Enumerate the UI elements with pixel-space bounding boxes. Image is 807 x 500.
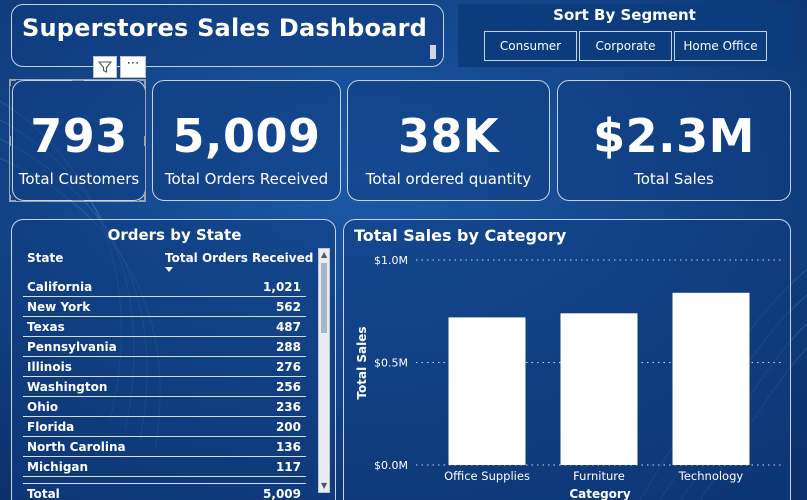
orders-cell: 487 [275, 320, 301, 334]
title-scrollbar[interactable] [430, 45, 436, 59]
kpi-total-customers[interactable]: 793 Total Customers [12, 80, 146, 201]
sort-descending-icon[interactable] [165, 267, 173, 272]
orders-cell: 288 [275, 340, 301, 354]
table-title: Orders by State [107, 226, 242, 244]
title-card: Superstores Sales Dashboard [11, 4, 444, 67]
table-total-row: Total 5,009 [23, 483, 306, 500]
total-value: 5,009 [263, 487, 301, 500]
y-tick-label: $0.5M [374, 357, 408, 370]
bar[interactable] [448, 317, 526, 465]
orders-cell: 562 [275, 300, 301, 314]
table-scrollbar[interactable]: ▲ ▼ [318, 248, 330, 493]
segment-slicer-title: Sort By Segment [553, 6, 696, 24]
table-row[interactable]: Ohio 236 [23, 397, 306, 417]
state-cell: Florida [27, 420, 75, 434]
state-cell: Ohio [27, 400, 59, 414]
orders-cell: 136 [275, 440, 301, 454]
orders-cell: 117 [275, 460, 301, 474]
state-cell: California [27, 280, 93, 294]
state-cell: New York [27, 300, 91, 314]
state-cell: Texas [27, 320, 65, 334]
column-header-state[interactable]: State [27, 251, 64, 265]
y-tick-label: $0.0M [374, 459, 408, 472]
table-body: California 1,021 New York 562 Texas 487 Pennsy… [23, 277, 306, 477]
orders-cell: 236 [275, 400, 301, 414]
x-axis-title: Category [569, 487, 631, 500]
segment-button-corporate[interactable]: Corporate [579, 31, 672, 61]
segment-button-home-office[interactable]: Home Office [674, 31, 767, 61]
bar[interactable] [560, 313, 638, 465]
table-row[interactable]: North Carolina 136 [23, 437, 306, 457]
total-label: Total [27, 487, 60, 500]
x-tick-label: Technology [678, 469, 744, 483]
column-header-total-orders[interactable]: Total Orders Received [165, 251, 314, 265]
scrollbar-thumb[interactable] [321, 263, 327, 333]
state-cell: North Carolina [27, 440, 126, 454]
kpi-label: Total Sales [634, 170, 714, 188]
chart-plot: $1.0M $0.5M $0.0M Office Supplies Furniture T… [355, 254, 782, 500]
segment-button-consumer[interactable]: Consumer [484, 31, 577, 61]
kpi-value: $2.3M [593, 109, 755, 163]
table-row[interactable]: California 1,021 [23, 277, 306, 297]
chart-title: Total Sales by Category [354, 226, 567, 245]
filter-icon[interactable] [93, 56, 117, 78]
scroll-down-icon[interactable]: ▼ [321, 481, 328, 490]
state-cell: Washington [27, 380, 108, 394]
orders-cell: 256 [275, 380, 301, 394]
more-options-icon[interactable]: ⋯ [120, 56, 146, 78]
table-row[interactable]: New York 562 [23, 297, 306, 317]
y-tick-label: $1.0M [374, 254, 408, 267]
kpi-label: Total Orders Received [164, 170, 329, 188]
segment-slicer: Sort By Segment Consumer Corporate Home … [458, 4, 791, 67]
table-row[interactable]: Michigan 117 [23, 457, 306, 477]
table-row[interactable]: Florida 200 [23, 417, 306, 437]
table-row[interactable]: Washington 256 [23, 377, 306, 397]
page-title: Superstores Sales Dashboard [22, 14, 428, 42]
kpi-label: Total Customers [18, 170, 140, 188]
kpi-value: 5,009 [172, 109, 321, 163]
kpi-total-orders[interactable]: 5,009 Total Orders Received [152, 80, 341, 201]
kpi-total-sales[interactable]: $2.3M Total Sales [557, 80, 791, 201]
table-row[interactable]: Pennsylvania 288 [23, 337, 306, 357]
kpi-total-quantity[interactable]: 38K Total ordered quantity [347, 80, 550, 201]
kpi-value: 38K [397, 109, 500, 163]
orders-cell: 200 [275, 420, 301, 434]
state-cell: Pennsylvania [27, 340, 117, 354]
orders-cell: 276 [275, 360, 301, 374]
kpi-value: 793 [30, 109, 128, 163]
sales-by-category-chart: Total Sales by Category $1.0M $0.5M $0.0M O… [343, 219, 791, 500]
x-tick-label: Office Supplies [444, 469, 530, 483]
orders-by-state-table: Orders by State State Total Orders Recei… [11, 219, 336, 500]
state-cell: Illinois [27, 360, 72, 374]
kpi-label: Total ordered quantity [365, 170, 532, 188]
orders-cell: 1,021 [263, 280, 301, 294]
state-cell: Michigan [27, 460, 89, 474]
scroll-up-icon[interactable]: ▲ [321, 250, 328, 259]
table-row[interactable]: Texas 487 [23, 317, 306, 337]
table-row[interactable]: Illinois 276 [23, 357, 306, 377]
y-axis-title: Total Sales [355, 326, 369, 399]
bar[interactable] [672, 292, 750, 465]
x-tick-label: Furniture [573, 469, 625, 483]
